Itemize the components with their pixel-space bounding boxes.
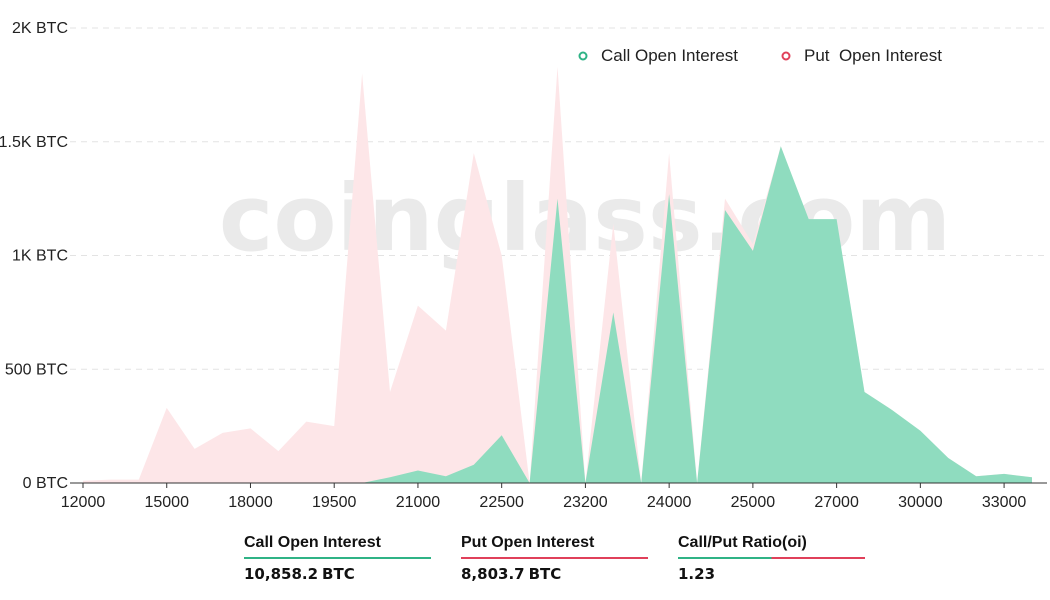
x-tick-label: 27000 bbox=[814, 494, 859, 511]
x-tick-label: 22500 bbox=[479, 494, 524, 511]
area-call-open-interest[interactable] bbox=[83, 146, 1032, 484]
legend-item-put[interactable]: Put Open Interest bbox=[781, 46, 943, 65]
legend-item-call[interactable]: Call Open Interest bbox=[578, 46, 739, 65]
x-tick-label: 30000 bbox=[898, 494, 943, 511]
y-tick-label: 0 BTC bbox=[23, 475, 68, 492]
stat-ratio: Call/Put Ratio(oi) 1.23 bbox=[678, 534, 865, 583]
stats-panel: Call Open Interest 10,858.2 BTC Put Open … bbox=[244, 534, 865, 583]
axis-layer: 0 BTC 500 BTC 1K BTC 1.5K BTC 2K BTC 12000 150… bbox=[0, 20, 1047, 511]
legend: Call Open Interest Put Open Interest bbox=[578, 46, 943, 65]
stat-ratio-label: Call/Put Ratio(oi) bbox=[678, 534, 807, 551]
stat-ratio-underline bbox=[678, 557, 865, 559]
x-tick-label: 24000 bbox=[647, 494, 692, 511]
x-tick-label: 25000 bbox=[731, 494, 776, 511]
legend-label-put: Put Open Interest bbox=[804, 46, 942, 65]
legend-label-call: Call Open Interest bbox=[601, 46, 738, 65]
x-tick-label: 33000 bbox=[982, 494, 1027, 511]
x-tick-label: 19500 bbox=[312, 494, 357, 511]
legend-dot-call bbox=[578, 51, 588, 61]
stat-put: Put Open Interest 8,803.7 BTC bbox=[461, 534, 648, 583]
stat-put-value: 8,803.7 BTC bbox=[461, 565, 562, 583]
stat-call-value: 10,858.2 BTC bbox=[244, 565, 355, 583]
stat-put-underline bbox=[461, 557, 648, 559]
stat-put-label: Put Open Interest bbox=[461, 534, 595, 551]
x-tick-label: 12000 bbox=[61, 494, 106, 511]
y-tick-label: 500 BTC bbox=[5, 361, 68, 378]
y-tick-label: 1.5K BTC bbox=[0, 134, 68, 151]
area-layer bbox=[83, 66, 1032, 484]
x-tick-label: 15000 bbox=[144, 494, 189, 511]
stat-call: Call Open Interest 10,858.2 BTC bbox=[244, 534, 431, 583]
x-tick-label: 21000 bbox=[396, 494, 441, 511]
stat-ratio-value: 1.23 bbox=[678, 565, 716, 583]
stat-call-underline bbox=[244, 557, 431, 559]
legend-dot-put bbox=[781, 51, 791, 61]
y-tick-label: 1K BTC bbox=[12, 248, 68, 265]
x-tick-label: 23200 bbox=[563, 494, 608, 511]
stat-call-label: Call Open Interest bbox=[244, 534, 381, 551]
x-tick-label: 18000 bbox=[228, 494, 273, 511]
y-tick-label: 2K BTC bbox=[12, 20, 68, 37]
